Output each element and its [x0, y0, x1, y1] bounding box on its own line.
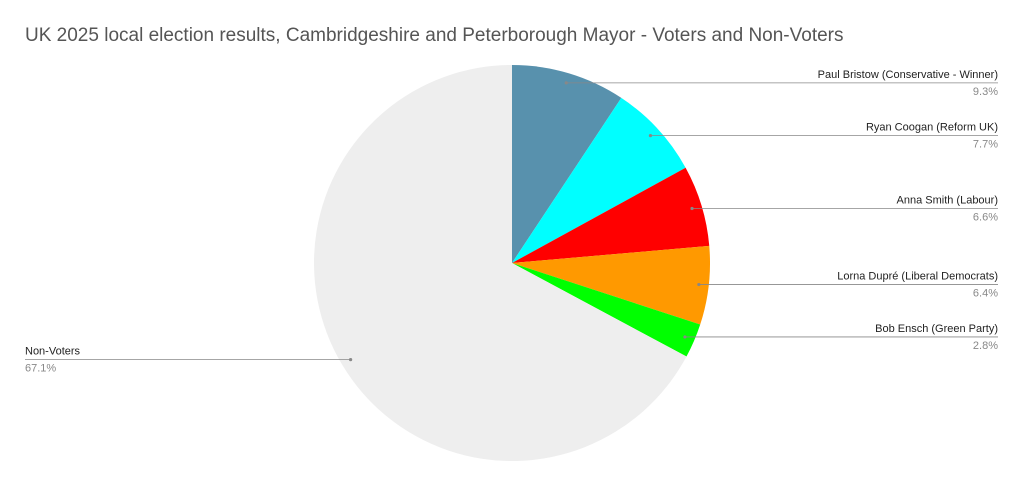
- leader-dot: [683, 335, 687, 339]
- pie-slice: [314, 65, 687, 461]
- slice-label: Lorna Dupré (Liberal Democrats): [837, 270, 998, 282]
- slice-label: Non-Voters: [25, 346, 81, 358]
- slice-label: Ryan Coogan (Reform UK): [866, 122, 998, 134]
- slice-value-label: 67.1%: [25, 363, 56, 375]
- slice-value-label: 2.8%: [973, 340, 998, 352]
- pie-slice: [512, 97, 686, 264]
- slice-value-label: 6.4%: [973, 287, 998, 299]
- slice-value-label: 9.3%: [973, 86, 998, 98]
- pie-slice: [512, 263, 701, 357]
- leader-dot: [690, 206, 694, 211]
- slice-label: Anna Smith (Labour): [897, 194, 999, 206]
- slice-label: Bob Ensch (Green Party): [875, 323, 998, 335]
- leader-dot: [564, 81, 568, 85]
- chart-title: UK 2025 local election results, Cambridg…: [25, 25, 844, 46]
- pie-slice: [512, 167, 710, 263]
- slice-label: Paul Bristow (Conservative - Winner): [818, 69, 998, 81]
- leader-dot: [348, 357, 353, 362]
- pie-slice: [512, 65, 622, 263]
- leader-dot: [648, 134, 653, 138]
- slice-value-label: 6.6%: [973, 211, 998, 223]
- slice-value-label: 7.7%: [973, 139, 998, 151]
- leader-dot: [697, 282, 701, 287]
- pie-slice: [512, 245, 711, 325]
